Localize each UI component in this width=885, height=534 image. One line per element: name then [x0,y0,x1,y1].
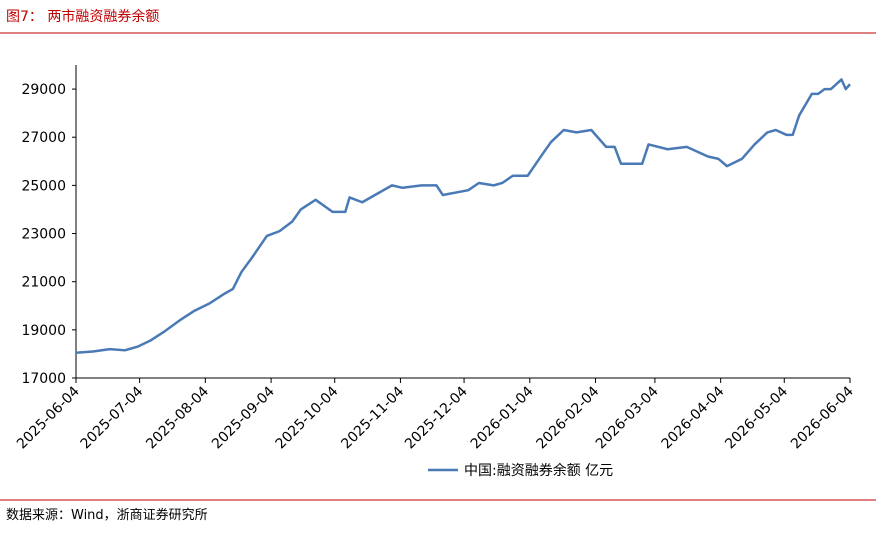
x-tick-label: 2026-02-04 [534,383,603,452]
x-tick-label: 2026-06-04 [788,383,857,452]
x-tick-label: 2025-07-04 [78,383,147,452]
y-tick-label: 17000 [21,371,66,387]
x-tick-label: 2026-04-04 [659,383,728,452]
x-tick-label: 2025-08-04 [143,383,212,452]
x-tick-label: 2026-01-04 [468,383,537,452]
x-tick-label: 2025-12-04 [402,383,471,452]
y-tick-label: 21000 [21,275,66,291]
y-tick-label: 27000 [21,130,66,146]
y-tick-label: 23000 [21,227,66,243]
chart-title: 图7： 两市融资融券余额 [6,8,159,25]
x-tick-label: 2026-03-04 [593,383,662,452]
x-tick-label: 2025-10-04 [273,383,342,452]
line [75,78,851,354]
x-tick-label: 2025-06-04 [14,383,83,452]
y-tick-label: 25000 [21,178,66,194]
x-tick-label: 2026-05-04 [722,383,791,452]
y-tick-label: 29000 [21,82,66,98]
legend-label: 中国:融资融券余额 亿元 [464,462,613,479]
x-tick-label: 2025-09-04 [209,383,278,452]
x-tick-label: 2025-11-04 [338,383,407,452]
y-tick-label: 19000 [21,323,66,339]
source: 数据来源：Wind，浙商证券研究所 [6,507,208,523]
